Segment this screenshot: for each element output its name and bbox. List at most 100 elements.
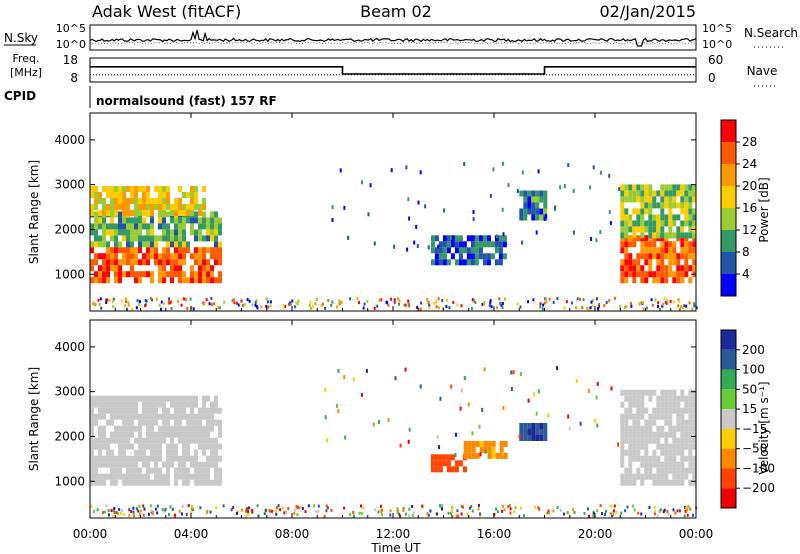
data-cell — [94, 235, 98, 242]
data-cell — [660, 259, 665, 266]
data-cell — [660, 449, 665, 456]
data-cell — [114, 407, 118, 414]
data-cell — [672, 467, 677, 474]
scatter-cell — [347, 235, 350, 240]
data-cell — [523, 208, 528, 215]
scatter-cell — [405, 165, 408, 170]
data-cell — [162, 277, 166, 284]
data-cell — [106, 247, 110, 254]
data-cell — [170, 241, 174, 248]
data-cell — [150, 401, 154, 408]
data-cell — [142, 395, 146, 402]
power-colorbar-swatch — [721, 274, 736, 296]
data-cell — [494, 259, 499, 266]
data-cell — [214, 277, 218, 284]
data-cell — [458, 253, 463, 260]
data-cell — [446, 259, 451, 266]
data-cell — [162, 247, 166, 254]
scatter-cell — [651, 303, 654, 307]
data-cell — [668, 202, 673, 209]
data-cell — [692, 184, 697, 191]
data-cell — [620, 271, 625, 278]
data-cell — [90, 407, 94, 414]
data-cell — [186, 204, 190, 210]
scatter-cell — [376, 304, 379, 308]
scatter-cell — [275, 512, 278, 516]
data-cell — [206, 229, 210, 236]
scatter-cell — [274, 509, 277, 513]
data-cell — [106, 277, 110, 284]
data-cell — [463, 440, 468, 447]
data-cell — [660, 395, 665, 402]
data-cell — [126, 259, 130, 266]
data-cell — [166, 479, 170, 486]
scatter-cell — [471, 431, 474, 436]
scatter-cell — [608, 173, 611, 178]
data-cell — [158, 443, 162, 450]
data-cell — [194, 247, 198, 254]
data-cell — [672, 437, 677, 444]
data-cell — [90, 437, 94, 444]
scatter-cell — [404, 303, 407, 307]
data-cell — [182, 425, 186, 432]
data-cell — [660, 425, 665, 432]
data-cell — [676, 395, 681, 402]
data-cell — [170, 235, 174, 242]
data-cell — [664, 277, 669, 284]
scatter-cell — [459, 406, 462, 411]
data-cell — [162, 473, 166, 480]
scatter-cell — [451, 510, 454, 514]
data-cell — [684, 232, 689, 239]
scatter-cell — [427, 300, 430, 304]
data-cell — [648, 271, 653, 278]
data-cell — [527, 202, 532, 209]
data-cell — [146, 401, 150, 408]
data-cell — [644, 220, 649, 227]
data-cell — [138, 217, 142, 224]
data-cell — [118, 413, 122, 420]
scatter-cell — [563, 184, 566, 188]
data-cell — [186, 247, 190, 254]
data-cell — [660, 226, 665, 233]
data-cell — [668, 467, 673, 474]
data-cell — [98, 217, 102, 224]
scatter-cell — [399, 514, 402, 518]
scatter-cell — [514, 506, 517, 510]
data-cell — [628, 265, 633, 272]
scatter-cell — [380, 298, 383, 302]
scatter-cell — [573, 510, 576, 514]
data-cell — [178, 407, 182, 414]
data-cell — [498, 253, 503, 260]
data-cell — [688, 220, 693, 227]
data-cell — [535, 190, 540, 197]
scatter-cell — [496, 510, 499, 514]
data-cell — [206, 437, 210, 444]
data-cell — [692, 208, 697, 215]
data-cell — [206, 431, 210, 438]
data-cell — [688, 196, 693, 203]
scatter-cell — [472, 210, 475, 214]
data-cell — [632, 455, 637, 462]
data-cell — [672, 443, 677, 450]
velocity-colorbar-swatch — [721, 428, 736, 449]
data-cell — [672, 202, 677, 209]
data-cell — [174, 241, 178, 248]
scatter-cell — [427, 513, 430, 517]
nsky-noise-line — [89, 29, 697, 47]
data-cell — [182, 437, 186, 444]
data-cell — [142, 473, 146, 480]
scatter-cell — [246, 298, 249, 301]
scatter-cell — [358, 511, 361, 515]
scatter-cell — [640, 512, 643, 516]
scatter-cell — [645, 306, 648, 310]
scatter-cell — [98, 303, 101, 306]
data-cell — [154, 401, 158, 408]
data-cell — [652, 226, 657, 233]
scatter-cell — [633, 508, 636, 512]
data-cell — [114, 198, 118, 204]
data-cell — [434, 247, 439, 254]
data-cell — [198, 271, 202, 278]
data-cell — [110, 217, 114, 224]
data-cell — [624, 425, 629, 432]
scatter-cell — [539, 305, 542, 309]
